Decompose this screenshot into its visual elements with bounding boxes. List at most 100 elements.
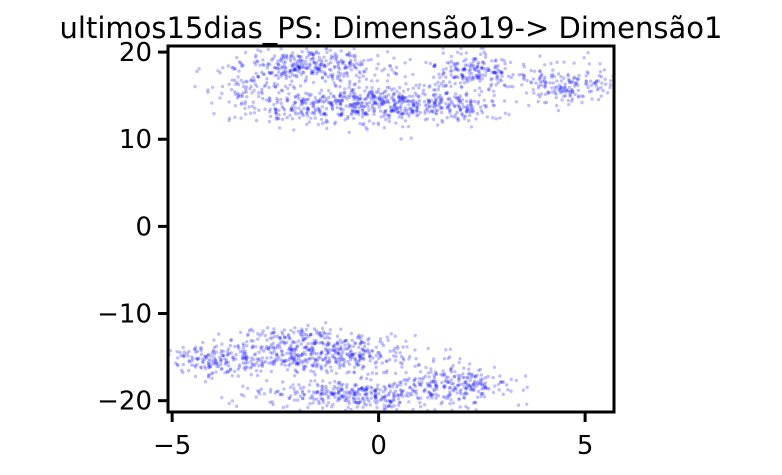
scatter-point: [374, 353, 378, 358]
scatter-point: [262, 84, 267, 89]
scatter-point: [357, 345, 361, 349]
scatter-point: [343, 91, 347, 95]
scatter-point: [556, 108, 561, 113]
scatter-point: [412, 103, 416, 107]
scatter-point: [337, 389, 341, 393]
scatter-point: [447, 380, 451, 384]
scatter-point: [392, 392, 396, 397]
scatter-point: [338, 78, 342, 82]
scatter-point: [433, 100, 437, 104]
scatter-point: [291, 339, 295, 344]
scatter-point: [288, 69, 292, 73]
scatter-point: [414, 109, 419, 114]
scatter-point: [287, 336, 292, 340]
scatter-point: [326, 347, 330, 352]
scatter-point: [381, 395, 386, 400]
scatter-point: [340, 58, 344, 62]
scatter-point: [313, 66, 317, 70]
scatter-point: [300, 353, 304, 357]
scatter-point: [239, 94, 243, 98]
scatter-point: [389, 109, 393, 114]
scatter-point: [466, 107, 470, 111]
scatter-point: [408, 354, 412, 359]
scatter-point: [581, 94, 585, 99]
scatter-point: [589, 89, 594, 93]
scatter-point: [458, 108, 463, 112]
scatter-point: [294, 362, 299, 366]
scatter-point: [281, 360, 285, 364]
x-tick-label: 5: [577, 431, 594, 461]
scatter-point: [245, 340, 249, 344]
scatter-point: [229, 87, 234, 92]
scatter-point: [469, 106, 473, 111]
scatter-point: [334, 358, 338, 363]
scatter-point: [243, 102, 247, 106]
scatter-point: [434, 111, 438, 115]
scatter-point: [339, 98, 344, 102]
scatter-point: [289, 351, 294, 356]
scatter-point: [324, 120, 328, 125]
scatter-point: [312, 60, 317, 64]
scatter-point: [368, 359, 372, 363]
scatter-point: [411, 102, 416, 106]
scatter-point: [271, 362, 275, 366]
scatter-point: [358, 376, 363, 381]
scatter-point: [306, 106, 310, 110]
scatter-point: [273, 359, 277, 364]
scatter-point: [571, 76, 576, 81]
scatter-point: [260, 356, 265, 360]
scatter-point: [516, 403, 521, 407]
scatter-point: [394, 371, 398, 376]
scatter-point: [474, 68, 478, 73]
scatter-point: [337, 397, 341, 402]
scatter-point: [371, 101, 376, 106]
scatter-point: [422, 389, 426, 394]
scatter-point: [410, 387, 415, 392]
scatter-point: [298, 354, 302, 358]
scatter-point: [433, 64, 437, 69]
scatter-point: [277, 67, 282, 71]
scatter-point: [534, 81, 538, 85]
scatter-point: [405, 345, 409, 349]
scatter-point: [378, 354, 382, 358]
scatter-point: [333, 351, 338, 355]
scatter-point: [337, 366, 342, 370]
scatter-point: [537, 77, 541, 82]
scatter-point: [347, 85, 351, 90]
scatter-point: [465, 80, 470, 84]
scatter-point: [347, 105, 352, 109]
scatter-point: [212, 349, 216, 354]
scatter-point: [313, 361, 317, 365]
scatter-point: [458, 81, 463, 85]
scatter-point: [345, 371, 349, 375]
scatter-point: [426, 396, 430, 400]
scatter-point: [562, 94, 566, 99]
scatter-point: [260, 91, 264, 96]
scatter-point: [493, 71, 497, 75]
scatter-point: [442, 71, 446, 75]
scatter-point: [470, 373, 474, 377]
scatter-point: [372, 93, 376, 97]
scatter-point: [559, 79, 564, 83]
scatter-point: [400, 111, 404, 116]
scatter-point: [214, 361, 218, 366]
scatter-point: [363, 70, 367, 74]
scatter-point: [388, 403, 392, 408]
scatter-point: [324, 392, 329, 396]
scatter-point: [315, 382, 320, 386]
scatter-point: [330, 103, 335, 108]
scatter-point: [388, 113, 392, 118]
scatter-point: [215, 360, 219, 364]
scatter-point: [362, 357, 366, 361]
scatter-point: [449, 73, 453, 77]
scatter-point: [275, 66, 279, 71]
scatter-point: [432, 378, 436, 382]
scatter-point: [357, 63, 361, 67]
scatter-point: [240, 349, 245, 353]
scatter-point: [338, 363, 342, 368]
scatter-point: [359, 340, 364, 344]
scatter-point: [334, 360, 338, 364]
scatter-point: [437, 72, 441, 76]
scatter-point: [317, 98, 322, 103]
scatter-point: [325, 343, 329, 347]
